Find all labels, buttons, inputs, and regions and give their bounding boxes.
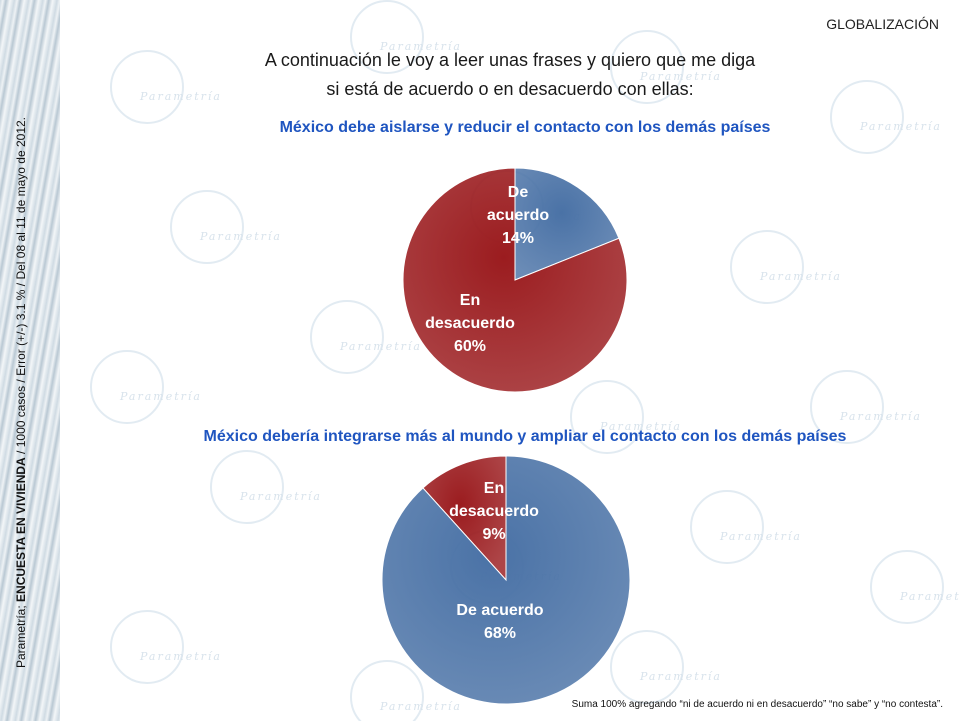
chart-1-title: México debe aislarse y reducir el contac… xyxy=(279,119,771,136)
slice-label: En desacuerdo 60% xyxy=(425,292,515,355)
slice-label: En desacuerdo 9% xyxy=(449,480,539,543)
watermark-brand: Parametría xyxy=(380,700,462,713)
watermark-circle xyxy=(570,380,644,454)
watermark-brand: Parametría xyxy=(860,120,942,133)
question-intro: A continuación le voy a leer unas frases… xyxy=(200,46,820,104)
watermark-brand: Parametría xyxy=(600,420,682,433)
question-line-1: A continuación le voy a leer unas frases… xyxy=(264,50,756,70)
watermark-brand: Parametría xyxy=(640,70,722,83)
watermark-circle xyxy=(610,30,684,104)
watermark-circle xyxy=(350,660,424,721)
watermark-circle xyxy=(110,50,184,124)
left-decorative-strip xyxy=(0,0,60,721)
watermark-brand: Parametría xyxy=(140,90,222,103)
source-details: / 1000 casos / Error (+/-) 3.1 % / Del 0… xyxy=(14,116,28,458)
watermark-circle xyxy=(830,80,904,154)
watermark-brand: Parametría xyxy=(380,40,462,53)
watermark-circle xyxy=(210,450,284,524)
watermark-brand: Parametría xyxy=(900,590,961,603)
slice-label: De acuerdo 14% xyxy=(487,184,549,247)
watermark-circle xyxy=(610,630,684,704)
watermark-circle xyxy=(730,230,804,304)
watermark-circle xyxy=(110,610,184,684)
pie-chart-isolation: De acuerdo 14% En desacuerdo 60% xyxy=(402,167,628,393)
watermark-brand: Parametría xyxy=(840,410,922,423)
watermark-circle xyxy=(170,190,244,264)
watermark-brand: Parametría xyxy=(760,270,842,283)
watermark-brand: Parametría xyxy=(200,230,282,243)
pie-slice xyxy=(402,167,628,393)
watermark-brand: Parametría xyxy=(120,390,202,403)
survey-source-note: Parametría; ENCUESTA EN VIVIENDA / 1000 … xyxy=(14,28,28,668)
section-label: GLOBALIZACIÓN xyxy=(826,16,939,32)
pie-slice xyxy=(422,455,507,582)
pie-chart-integration: En desacuerdo 9% De acuerdo 68% xyxy=(381,455,631,705)
watermark-brand: Parametría xyxy=(720,530,802,543)
question-line-2: si está de acuerdo o en desacuerdo con e… xyxy=(326,79,694,99)
watermark-brand: Parametría xyxy=(640,670,722,683)
watermark-circle xyxy=(870,550,944,624)
pie-slice xyxy=(381,455,631,705)
watermark-brand: Parametría xyxy=(340,340,422,353)
watermark-brand: Parametría xyxy=(140,650,222,663)
source-prefix: Parametría; xyxy=(14,601,28,668)
watermark-brand: Parametría xyxy=(240,490,322,503)
watermark-circle xyxy=(350,0,424,74)
pie-slice xyxy=(514,167,620,281)
source-method: ENCUESTA EN VIVIENDA xyxy=(14,457,28,602)
slice-label: De acuerdo 68% xyxy=(456,602,543,642)
chart-2-title: México debería integrarse más al mundo y… xyxy=(203,428,847,445)
watermark-circle xyxy=(810,370,884,444)
watermark-circle xyxy=(690,490,764,564)
footnote: Suma 100% agregando “ni de acuerdo ni en… xyxy=(571,699,943,710)
watermark-circle xyxy=(310,300,384,374)
watermark-circle xyxy=(90,350,164,424)
